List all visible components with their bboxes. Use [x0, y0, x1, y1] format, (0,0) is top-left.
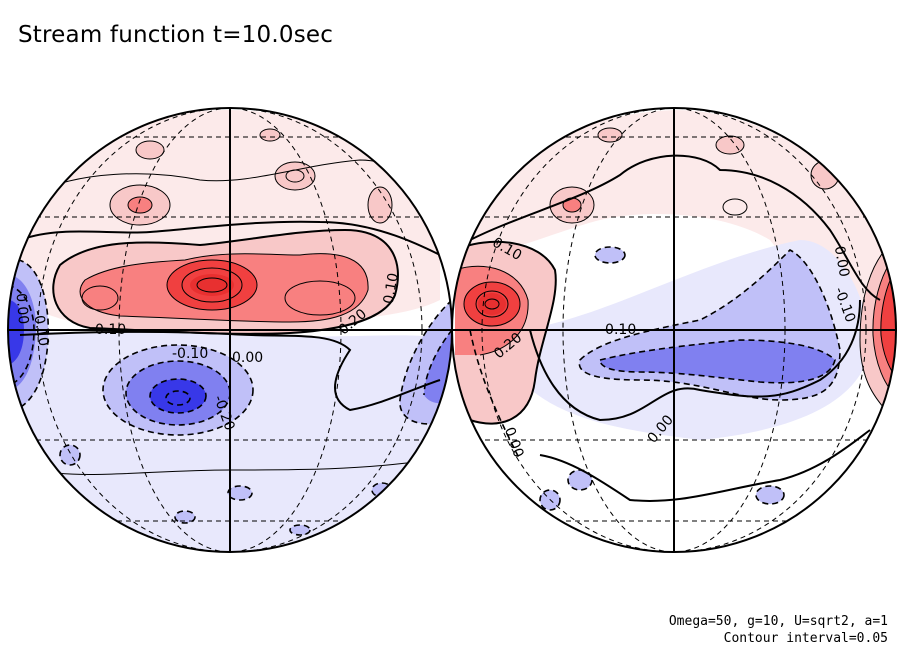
left-contour-spot-4 — [289, 524, 311, 536]
right-globe-outline — [451, 107, 897, 553]
left-negative-spot-4 — [290, 525, 310, 535]
right-contour-west-mid — [454, 265, 529, 356]
left-contour-positive-outer — [52, 228, 399, 335]
right-negative-spot-north — [595, 247, 625, 263]
left-negative-vortex-core — [150, 379, 206, 413]
contour-interval-note: Contour interval=0.05 — [723, 631, 888, 646]
right-label-5: 0.00 — [831, 245, 852, 278]
right-contour-west-outer — [454, 240, 557, 425]
right-positive-faint-region — [460, 110, 890, 320]
left-contour-west-negative — [8, 258, 50, 411]
right-negative-spot-1 — [568, 470, 592, 490]
right-contour-east-2 — [872, 254, 896, 396]
right-positive-west-inner — [478, 293, 506, 315]
parameters-note: Omega=50, g=10, U=sqrt2, a=1 — [668, 614, 888, 629]
right-positive-east-core — [880, 270, 895, 375]
right-label-3: -0.10 — [600, 322, 636, 338]
left-contour-blob5-ring — [259, 128, 281, 142]
left-label-7: 0.10 — [381, 272, 402, 305]
left-negative-spot-1 — [228, 486, 252, 500]
left-positive-blob-4 — [368, 187, 392, 223]
right-hemisphere: 0.10 0.20 -0.10 0.00 0.00 -0.10 0.00 — [451, 107, 897, 553]
left-positive-strong-inner — [190, 274, 234, 296]
right-positive-blob-4 — [598, 128, 622, 142]
left-contour-secondary-ring — [284, 280, 356, 316]
left-negative-spot-2 — [175, 511, 195, 523]
right-contour-spot-north — [594, 246, 626, 264]
left-contour-spot-1 — [227, 485, 253, 501]
left-label-6: -0.10 — [29, 309, 51, 347]
right-positive-blob-1-core — [563, 198, 581, 212]
left-contour-spot-2 — [174, 510, 196, 524]
right-contour-west-core-1 — [463, 281, 521, 327]
left-contour-zero-south — [19, 330, 441, 412]
right-contour-west-core-2 — [475, 290, 509, 318]
left-contour-core-ring-2 — [181, 267, 243, 303]
right-negative-spot-2 — [756, 486, 784, 504]
left-positive-blob-5 — [260, 129, 280, 141]
figure-title: Stream function t=10.0sec — [18, 22, 334, 48]
right-contour-blob1-ring-1 — [549, 186, 595, 224]
right-contour-small-oval — [722, 198, 748, 216]
right-contour-spot-2 — [755, 485, 785, 505]
right-contour-west-dashed — [469, 329, 521, 461]
right-contour-spot-1 — [567, 469, 593, 491]
left-label-1: 0.10 — [95, 322, 126, 338]
left-negative-spot-3 — [60, 445, 80, 465]
left-contour-spot-3 — [59, 444, 81, 466]
right-contour-zero-south — [529, 299, 861, 422]
left-contour-vortex-ring-1 — [102, 344, 254, 436]
left-label-3: -0.10 — [172, 346, 208, 362]
left-contour-core-ring-1 — [166, 259, 258, 311]
left-contour-blob3-ring — [135, 140, 165, 160]
left-contour-positive-mid — [79, 253, 369, 323]
right-positive-blob-2 — [716, 136, 744, 154]
right-contour-west-core-3 — [484, 298, 500, 310]
right-contour-blob1-ring-2 — [562, 197, 582, 213]
left-hemisphere: 0.10 0.20 -0.10 0.00 -0.20 -0.10 0.10 0.… — [7, 107, 453, 553]
right-contour-spot-3 — [539, 489, 561, 511]
left-contour-vortex-ring-4 — [165, 390, 191, 406]
left-contour-zero — [19, 220, 451, 261]
left-contour-core-ring-3 — [196, 277, 228, 293]
right-contour-east-1 — [859, 239, 896, 421]
left-contour-east-negative — [399, 299, 452, 425]
left-positive-blob-3 — [136, 141, 164, 159]
right-contour-blob2-ring — [715, 135, 745, 155]
right-contour-east-3 — [880, 269, 896, 376]
left-positive-west-spot — [82, 286, 118, 310]
left-contour-blob2-ring-1 — [274, 161, 316, 191]
left-contour-blob4-ring — [367, 186, 393, 224]
left-contour-west-ring — [81, 285, 119, 311]
left-positive-secondary-core — [285, 281, 355, 315]
right-contour-zero-bottom — [539, 429, 871, 502]
left-label-8: 0.00 — [12, 293, 31, 325]
left-contour-east-negative-inner — [423, 329, 452, 396]
right-contour-negative-band-outer — [578, 249, 841, 401]
left-label-4: 0.00 — [232, 350, 263, 366]
right-contour-zero-north — [469, 154, 881, 301]
right-label-7: 0.00 — [501, 425, 527, 460]
left-positive-blob-2 — [275, 162, 315, 190]
left-negative-west-core — [8, 300, 24, 365]
left-contour-blob1-ring-2 — [127, 196, 153, 214]
left-contour-vortex-ring-3 — [149, 378, 207, 414]
left-positive-blob-1-core — [128, 197, 152, 213]
left-contour-blob1-ring-1 — [109, 184, 171, 226]
right-contour-negative-band-inner — [599, 339, 836, 384]
right-contour-blob4-ring — [597, 127, 623, 143]
